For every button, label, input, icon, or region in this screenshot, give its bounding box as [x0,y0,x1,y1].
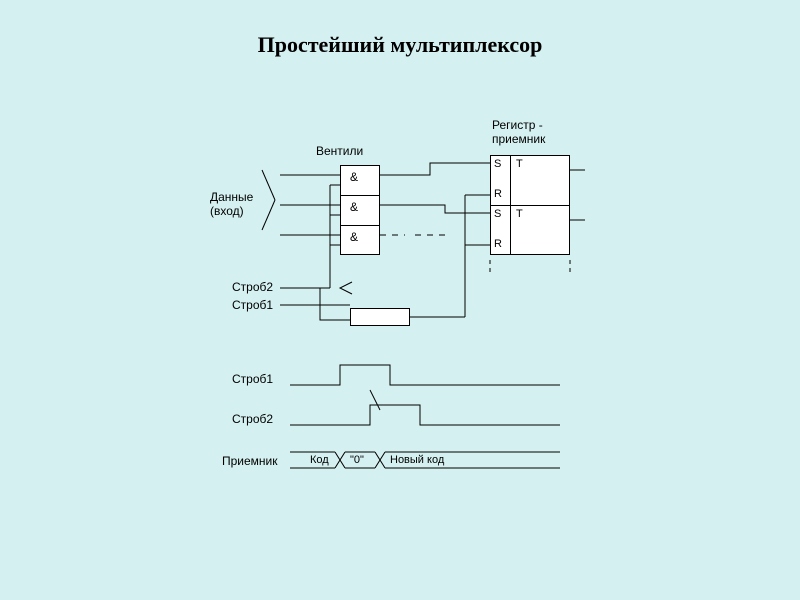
wiring-svg [0,0,800,600]
